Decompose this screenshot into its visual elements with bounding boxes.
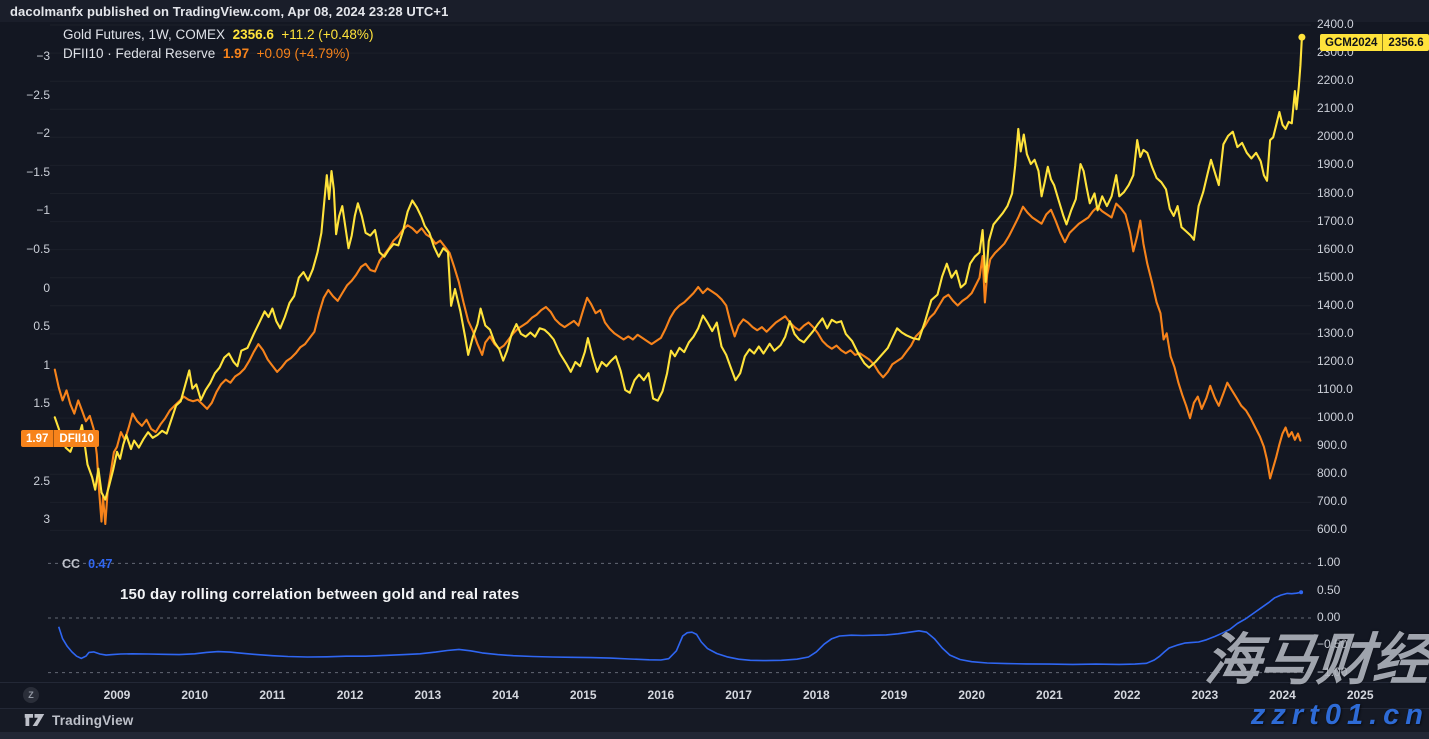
right-axis-tick: 800.0 xyxy=(1317,466,1348,481)
right-axis-tick: 1100.0 xyxy=(1317,382,1353,396)
time-axis-divider xyxy=(0,682,1429,683)
cc-indicator-name: CC xyxy=(62,557,81,571)
dfii10-last-value: 1.97 xyxy=(222,46,250,61)
left-axis-tick: 2.5 xyxy=(33,473,50,488)
time-axis-year-label: 2025 xyxy=(1346,688,1374,702)
cc-indicator-value: 0.47 xyxy=(88,557,113,571)
left-axis-tick: 0.5 xyxy=(33,319,50,334)
correlation-annotation-title: 150 day rolling correlation between gold… xyxy=(120,586,520,603)
left-axis-tick: 0 xyxy=(43,280,50,295)
left-axis-tick: 1 xyxy=(43,357,50,372)
right-axis-tick: 1600.0 xyxy=(1317,241,1354,256)
time-axis-year-label: 2009 xyxy=(103,688,131,702)
footer-bottom-strip xyxy=(0,732,1429,739)
gold-series-line[interactable] xyxy=(53,36,1303,501)
time-axis-year-label: 2014 xyxy=(492,688,519,702)
time-axis-year-label: 2016 xyxy=(647,688,675,702)
time-axis-year-label: 2019 xyxy=(880,688,908,702)
right-axis-tick: 1300.0 xyxy=(1317,325,1354,340)
left-axis-tick: −2.5 xyxy=(26,87,50,102)
left-axis-tick: −1.5 xyxy=(26,164,50,179)
time-axis-year-label: 2017 xyxy=(725,688,752,702)
right-axis-tick: 2000.0 xyxy=(1317,129,1354,144)
dfii10-price-label-value: 1.97 xyxy=(26,432,49,445)
time-axis-year-label: 2010 xyxy=(181,688,209,702)
cc-last-point-marker xyxy=(1299,590,1304,595)
time-axis-year-label: 2013 xyxy=(414,688,442,702)
dfii10-price-label-ticker: DFII10 xyxy=(53,430,99,447)
gold-last-value: 2356.6 xyxy=(232,27,274,42)
cc-axis-tick: 0.00 xyxy=(1317,610,1341,624)
gold-series-title: Gold Futures, 1W, COMEX xyxy=(63,27,226,42)
correlation-indicator-legend[interactable]: CC 0.47 xyxy=(62,557,112,571)
cc-axis-tick: −1.00 xyxy=(1317,664,1348,679)
right-axis-tick: 1900.0 xyxy=(1317,157,1354,172)
left-axis-tick: −3 xyxy=(36,48,50,63)
legend-row-dfii10[interactable]: DFII10 · Federal Reserve 1.97 +0.09 (+4.… xyxy=(63,44,373,63)
cc-series-line[interactable] xyxy=(57,591,1302,666)
gold-price-label[interactable]: GCM2024 2356.6 xyxy=(1320,34,1429,51)
time-axis-year-label: 2022 xyxy=(1113,688,1141,702)
right-axis-tick: 1400.0 xyxy=(1317,297,1354,312)
time-axis-year-label: 2020 xyxy=(958,688,986,702)
cc-axis-tick: −0.50 xyxy=(1317,637,1348,652)
watermark-url-text: zzrt01.cn xyxy=(1250,699,1429,731)
right-axis-tick: 1800.0 xyxy=(1317,185,1354,200)
right-axis-tick: 900.0 xyxy=(1317,438,1348,453)
legend-row-gold[interactable]: Gold Futures, 1W, COMEX 2356.6 +11.2 (+0… xyxy=(63,25,373,44)
dfii10-change-value: +0.09 (+4.79%) xyxy=(256,46,350,61)
right-axis-tick: 1000.0 xyxy=(1317,410,1354,425)
right-axis-tick: 1700.0 xyxy=(1317,213,1354,228)
right-axis-tick: 2100.0 xyxy=(1317,101,1354,116)
time-axis-year-label: 2024 xyxy=(1269,688,1296,702)
time-axis-year-label: 2011 xyxy=(259,688,286,702)
publish-attribution-text: dacolmanfx published on TradingView.com,… xyxy=(10,4,449,19)
right-axis-tick: 1200.0 xyxy=(1317,354,1354,368)
time-axis-year-label: 2021 xyxy=(1036,688,1063,702)
gold-last-point-marker xyxy=(1298,33,1306,41)
time-axis-year-label: 2018 xyxy=(802,688,830,702)
right-axis-tick: 600.0 xyxy=(1317,522,1348,537)
legend: Gold Futures, 1W, COMEX 2356.6 +11.2 (+0… xyxy=(63,25,373,63)
tradingview-logo-text: TradingView xyxy=(52,712,134,728)
right-axis-tick: 2400.0 xyxy=(1317,17,1354,31)
left-axis-tick: 3 xyxy=(43,512,50,527)
dfii10-series-line[interactable] xyxy=(53,202,1302,526)
left-axis-tick: −1 xyxy=(36,203,50,218)
tradingview-logo[interactable]: TradingView xyxy=(24,712,133,728)
dfii10-price-label[interactable]: 1.97 DFII10 xyxy=(21,430,99,447)
time-axis-year-label: 2012 xyxy=(336,688,364,702)
gold-price-label-ticker: GCM2024 xyxy=(1325,36,1378,49)
left-axis-tick: −2 xyxy=(36,126,50,141)
gold-change-value: +11.2 (+0.48%) xyxy=(281,27,374,42)
timezone-button[interactable]: Z xyxy=(23,687,39,703)
right-axis-tick: 700.0 xyxy=(1317,494,1348,509)
publish-header: dacolmanfx published on TradingView.com,… xyxy=(0,0,1429,22)
watermark-chinese-text: 海马财经 xyxy=(1202,628,1429,691)
cc-axis-tick: 1.00 xyxy=(1317,555,1341,570)
left-axis-tick: 1.5 xyxy=(33,396,50,411)
dfii10-series-title: DFII10 · Federal Reserve xyxy=(63,46,216,61)
gold-price-label-value: 2356.6 xyxy=(1382,34,1428,51)
time-axis-year-label: 2015 xyxy=(569,688,597,702)
left-axis-tick: −0.5 xyxy=(26,241,50,256)
cc-axis-tick: 0.50 xyxy=(1317,582,1341,597)
tradingview-logo-icon xyxy=(24,714,45,726)
time-axis-year-label: 2023 xyxy=(1191,688,1219,702)
right-axis-tick: 2200.0 xyxy=(1317,73,1354,88)
right-axis-tick: 1500.0 xyxy=(1317,269,1354,284)
